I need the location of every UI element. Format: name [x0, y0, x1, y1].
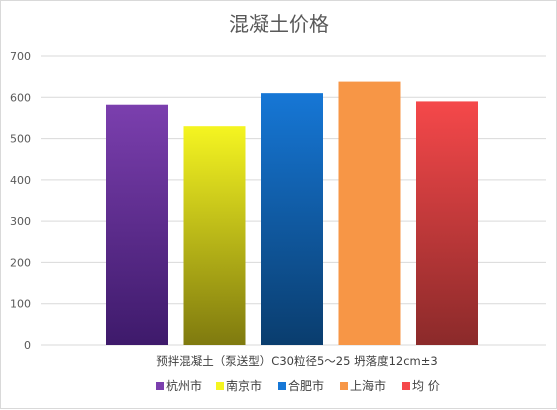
legend-swatch-4: [402, 382, 410, 390]
legend-label-2: 合肥市: [288, 378, 324, 393]
y-tick-label: 200: [10, 256, 31, 269]
y-tick-label: 500: [10, 133, 31, 146]
bar-1: [183, 126, 246, 345]
legend-label-4: 均 价: [412, 379, 440, 393]
x-category-label: 预拌混凝土（泵送型）C30粒径5～25 坍落度12cm±3: [156, 354, 437, 368]
legend-label-0: 杭州市: [166, 378, 202, 393]
legend-swatch-3: [340, 382, 348, 390]
y-tick-label: 400: [10, 174, 31, 187]
bar-2: [261, 93, 323, 346]
bar-4: [416, 101, 478, 346]
legend-swatch-0: [156, 382, 164, 390]
y-tick-label: 300: [10, 215, 31, 228]
legend-label-1: 南京市: [226, 378, 262, 393]
legend-swatch-1: [216, 382, 224, 390]
bar-3: [338, 81, 401, 346]
y-tick-label: 0: [24, 339, 31, 352]
bar-0: [106, 104, 168, 346]
y-axis-ticks: 0 100 200 300 400 500 600 700: [10, 50, 31, 352]
y-tick-label: 100: [10, 298, 31, 311]
chart-title: 混凝土价格: [229, 12, 329, 36]
legend-label-3: 上海市: [350, 378, 386, 393]
legend: 杭州市 南京市 合肥市 上海市 均 价: [156, 378, 440, 393]
y-tick-label: 700: [10, 50, 31, 63]
bars: [106, 81, 478, 346]
legend-swatch-2: [278, 382, 286, 390]
y-tick-label: 600: [10, 91, 31, 104]
